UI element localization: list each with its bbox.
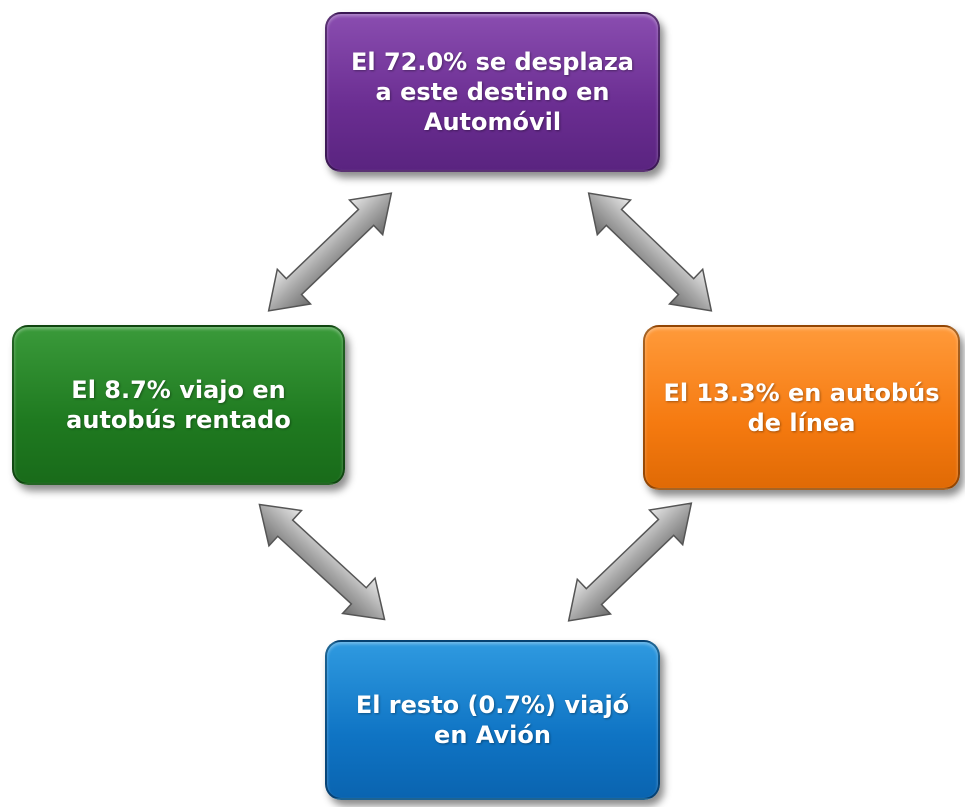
node-label: El resto (0.7%) viajó en Avión	[355, 691, 630, 749]
node: El 13.3% en autobús de línea	[643, 325, 960, 490]
node-label: El 13.3% en autobús de línea	[663, 378, 940, 437]
node: El 72.0% se desplaza a este destino en A…	[325, 12, 660, 172]
double-arrow	[242, 486, 402, 638]
double-arrow	[251, 175, 409, 329]
node-label: El 72.0% se desplaza a este destino en A…	[350, 48, 635, 136]
double-arrow	[551, 485, 709, 639]
node: El resto (0.7%) viajó en Avión	[325, 640, 660, 800]
double-arrow	[571, 175, 729, 329]
node: El 8.7% viajo en autobús rentado	[12, 325, 345, 485]
node-label: El 8.7% viajo en autobús rentado	[66, 376, 291, 434]
